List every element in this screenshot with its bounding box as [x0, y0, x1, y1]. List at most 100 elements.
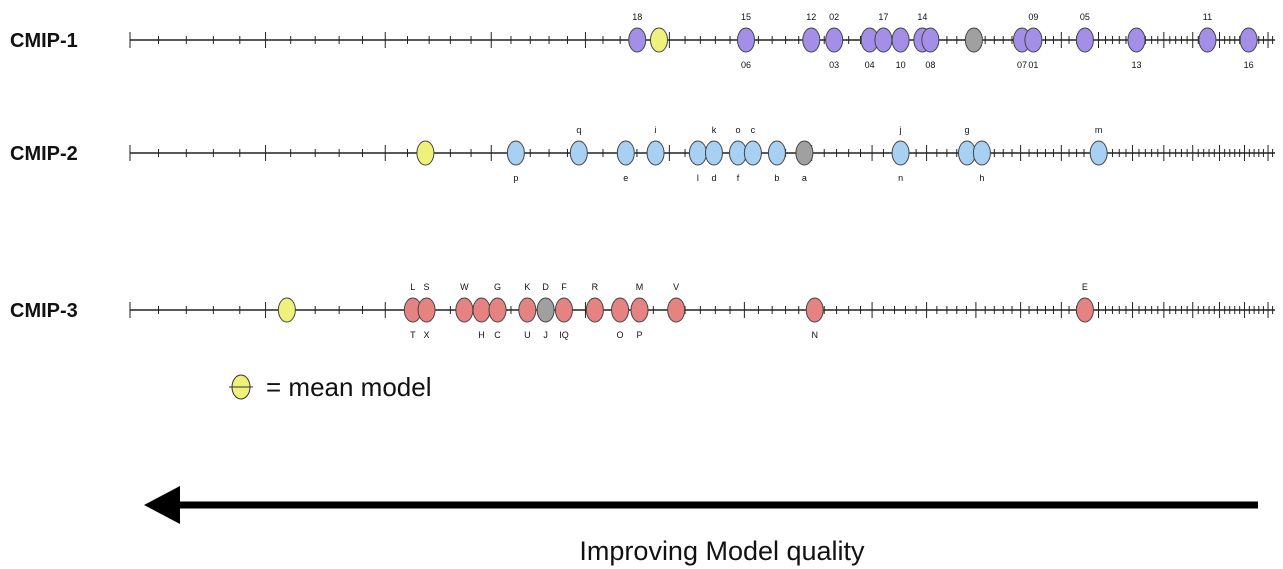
model-point	[667, 297, 686, 323]
arrow-label: Improving Model quality	[579, 536, 865, 566]
model-point	[737, 27, 756, 53]
point-label-below: 16	[1244, 60, 1254, 70]
point-label-above: 11	[1203, 12, 1212, 22]
model-point	[616, 140, 635, 166]
point-label-below: 04	[865, 60, 875, 70]
multi-model-marker	[536, 297, 555, 323]
point-label-below: X	[424, 330, 430, 340]
model-point	[472, 297, 491, 323]
series-label: CMIP-3	[10, 300, 78, 322]
point-label-below: p	[513, 173, 518, 183]
model-point	[506, 140, 525, 166]
series-cmip-2: CMIP-2 p q e i l k d o f c b j n g h m	[10, 125, 1275, 183]
point-label-above: 12	[806, 12, 816, 22]
model-point	[891, 140, 910, 166]
point-label-below: b	[774, 173, 779, 183]
model-point	[1075, 297, 1094, 323]
model-point	[1239, 27, 1258, 53]
point-label-above: 05	[1080, 12, 1090, 22]
model-point	[704, 140, 723, 166]
point-label-below: N	[811, 330, 818, 340]
point-label-below: J	[543, 330, 548, 340]
model-point	[805, 297, 824, 323]
point-label-above: E	[1082, 282, 1088, 292]
point-label-below: f	[737, 173, 740, 183]
model-point	[1075, 27, 1094, 53]
model-point	[1198, 27, 1217, 53]
point-label-above: V	[673, 282, 679, 292]
point-label-above: m	[1095, 125, 1103, 135]
point-label-below: 08	[925, 60, 935, 70]
model-point	[585, 297, 604, 323]
point-label-below: H	[478, 330, 485, 340]
model-point	[554, 297, 573, 323]
model-point	[688, 140, 707, 166]
point-label-below: 06	[741, 60, 751, 70]
point-label-above: j	[899, 125, 902, 135]
series-cmip-3: CMIP-3 L T S X W H G C K U F IQ R O M P V N E	[10, 282, 1275, 340]
series-cmip-1: CMIP-1 18 15 06 12 02 03 04 17 10 14 08 07 09 01 05 13 11…	[10, 12, 1275, 70]
point-label-above: W	[460, 282, 469, 292]
legend-label: = mean model	[266, 372, 431, 402]
point-label-below: C	[494, 330, 501, 340]
series-rows: CMIP-1 18 15 06 12 02 03 04 17 10 14 08 07 09 01 05 13 11…	[10, 12, 1275, 340]
point-label-above: 02	[829, 12, 839, 22]
mean-model-marker	[649, 27, 668, 53]
model-point	[630, 297, 649, 323]
point-label-below: a	[802, 173, 807, 183]
model-point	[743, 140, 762, 166]
point-label-above: K	[524, 282, 530, 292]
multi-model-marker	[795, 140, 814, 166]
model-point	[825, 27, 844, 53]
point-label-above: o	[735, 125, 740, 135]
point-label-above: G	[494, 282, 501, 292]
point-label-below: 10	[896, 60, 906, 70]
point-label-above: g	[964, 125, 969, 135]
point-label-above: L	[410, 282, 415, 292]
point-label-below: l	[697, 173, 699, 183]
point-label-above: k	[712, 125, 717, 135]
legend: = mean model	[229, 372, 431, 402]
model-point	[891, 27, 910, 53]
model-point	[1089, 140, 1108, 166]
arrow-head	[144, 486, 180, 524]
model-point	[921, 27, 940, 53]
point-label-above: 09	[1028, 12, 1038, 22]
point-label-above: c	[751, 125, 756, 135]
point-label-below: 01	[1028, 60, 1038, 70]
point-label-above: q	[576, 125, 581, 135]
point-label-below: U	[524, 330, 531, 340]
point-label-below: n	[898, 173, 903, 183]
point-label-below: 03	[829, 60, 839, 70]
point-label-below: O	[617, 330, 624, 340]
point-label-below: P	[637, 330, 643, 340]
model-point	[1024, 27, 1043, 53]
point-label-below: 13	[1131, 60, 1141, 70]
model-point	[767, 140, 786, 166]
mean-model-marker	[416, 140, 435, 166]
point-label-above: i	[655, 125, 657, 135]
point-label-below: 07	[1017, 60, 1027, 70]
point-label-above: 18	[632, 12, 642, 22]
point-label-below: T	[410, 330, 416, 340]
model-point	[488, 297, 507, 323]
series-label: CMIP-2	[10, 143, 78, 165]
point-label-above: F	[561, 282, 567, 292]
point-label-above: S	[424, 282, 430, 292]
model-point	[569, 140, 588, 166]
model-point	[802, 27, 821, 53]
point-label-below: IQ	[559, 330, 569, 340]
model-point	[417, 297, 436, 323]
model-point	[972, 140, 991, 166]
point-label-above: M	[636, 282, 644, 292]
quality-arrow: Improving Model quality	[144, 486, 1258, 566]
point-label-below: d	[711, 173, 716, 183]
model-point	[646, 140, 665, 166]
point-label-below: h	[979, 173, 984, 183]
mean-model-marker	[277, 297, 296, 323]
multi-model-marker	[964, 27, 983, 53]
model-point	[518, 297, 537, 323]
model-point	[628, 27, 647, 53]
point-label-below: e	[623, 173, 628, 183]
